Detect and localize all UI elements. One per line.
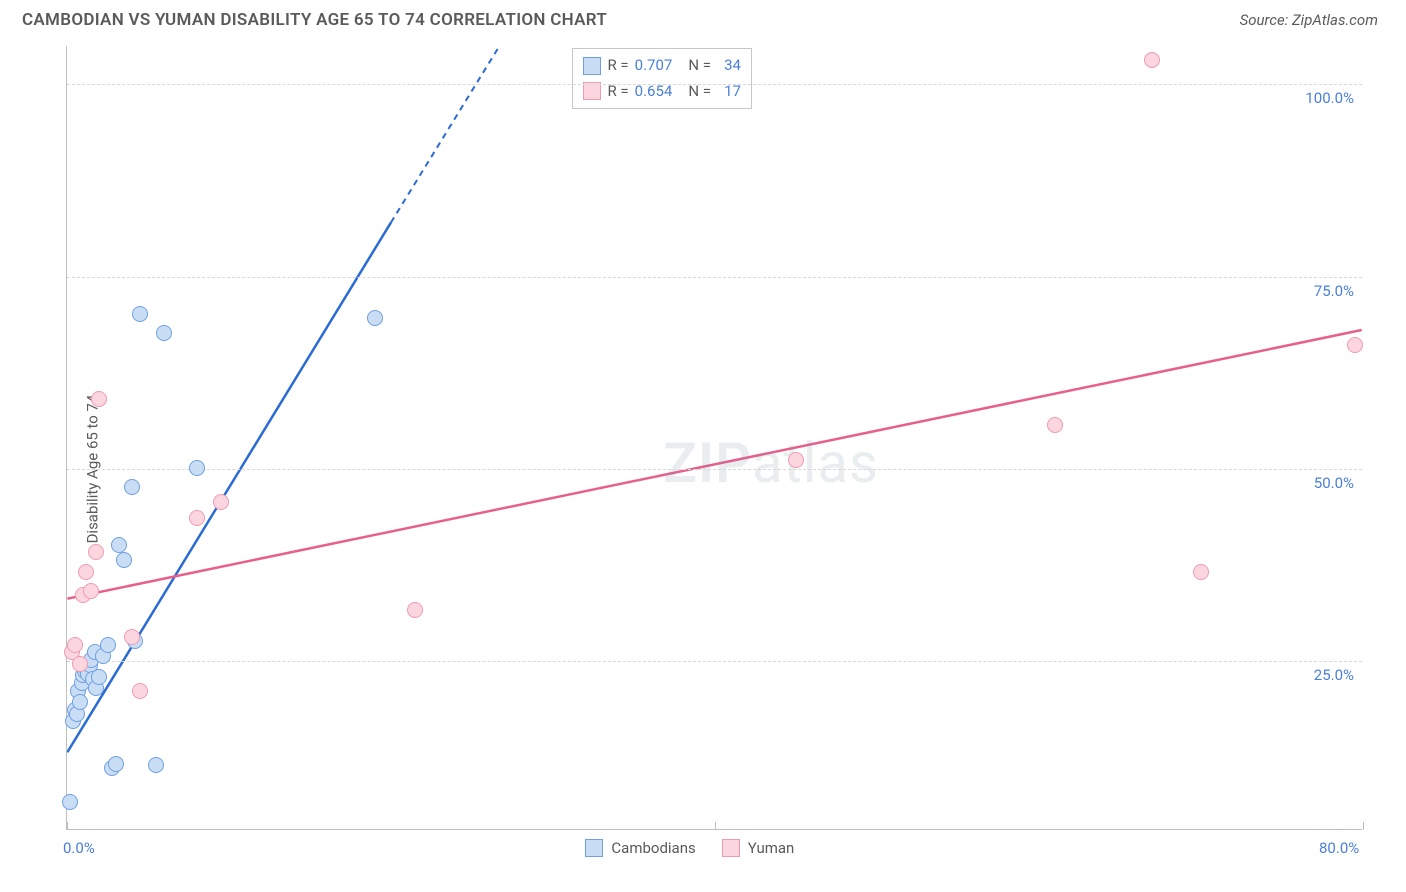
data-point xyxy=(72,656,88,672)
y-tick-label: 50.0% xyxy=(1314,474,1354,492)
data-point xyxy=(407,602,423,618)
legend-swatch xyxy=(722,839,740,857)
correlation-legend: R = 0.707 N = 34 R = 0.654 N = 17 xyxy=(572,48,752,109)
x-tick xyxy=(715,822,716,830)
data-point xyxy=(91,669,107,685)
data-point xyxy=(91,391,107,407)
data-point xyxy=(72,694,88,710)
watermark-light: atlas xyxy=(752,430,879,496)
series-legend-item: Cambodians xyxy=(585,839,695,857)
r-label: R = xyxy=(607,79,628,105)
plot-area: ZIPatlas R =0.707N =34R =0.654N =17 Camb… xyxy=(66,46,1362,830)
regression-lines xyxy=(67,46,1362,829)
data-point xyxy=(108,756,124,772)
r-value: 0.654 xyxy=(635,79,673,105)
source-label: Source: ZipAtlas.com xyxy=(1240,11,1378,29)
n-value: 34 xyxy=(717,53,741,79)
watermark: ZIPatlas xyxy=(663,430,879,496)
data-point xyxy=(78,564,94,580)
data-point xyxy=(156,325,172,341)
x-tick xyxy=(1363,822,1364,830)
series-legend: Cambodians Yuman xyxy=(585,839,794,857)
legend-row: R = 0.654 N = 17 xyxy=(583,79,741,105)
legend-row: R = 0.707 N = 34 xyxy=(583,53,741,79)
gridline-h xyxy=(67,84,1362,85)
data-point xyxy=(367,310,383,326)
series-legend-item: Yuman xyxy=(722,839,795,857)
data-point xyxy=(189,510,205,526)
y-tick-label: 25.0% xyxy=(1314,666,1354,684)
data-point xyxy=(1144,52,1160,68)
data-point xyxy=(132,306,148,322)
legend-swatch xyxy=(583,57,601,75)
data-point xyxy=(62,794,78,810)
data-point xyxy=(116,552,132,568)
y-tick-label: 75.0% xyxy=(1314,282,1354,300)
data-point xyxy=(111,537,127,553)
data-point xyxy=(189,460,205,476)
gridline-h xyxy=(67,661,1362,662)
r-value: 0.707 xyxy=(635,53,673,79)
series-name: Yuman xyxy=(748,839,795,857)
data-point xyxy=(83,583,99,599)
data-point xyxy=(100,637,116,653)
series-name: Cambodians xyxy=(611,839,695,857)
data-point xyxy=(1193,564,1209,580)
x-tick-label: 80.0% xyxy=(1319,839,1359,857)
data-point xyxy=(88,544,104,560)
n-value: 17 xyxy=(717,79,741,105)
r-label: R = xyxy=(607,53,628,79)
chart-container: Disability Age 65 to 74 ZIPatlas R =0.70… xyxy=(22,46,1384,892)
n-label: N = xyxy=(688,53,711,79)
n-label: N = xyxy=(688,79,711,105)
gridline-h xyxy=(67,469,1362,470)
data-point xyxy=(67,637,83,653)
data-point xyxy=(788,452,804,468)
data-point xyxy=(1047,417,1063,433)
data-point xyxy=(1347,337,1363,353)
data-point xyxy=(213,494,229,510)
gridline-h xyxy=(67,277,1362,278)
data-point xyxy=(124,479,140,495)
x-tick xyxy=(67,822,68,830)
x-tick-label: 0.0% xyxy=(63,839,95,857)
data-point xyxy=(124,629,140,645)
data-point xyxy=(148,757,164,773)
watermark-bold: ZIP xyxy=(663,430,752,496)
data-point xyxy=(132,683,148,699)
chart-title: CAMBODIAN VS YUMAN DISABILITY AGE 65 TO … xyxy=(22,10,607,30)
legend-swatch xyxy=(585,839,603,857)
y-tick-label: 100.0% xyxy=(1305,89,1354,107)
